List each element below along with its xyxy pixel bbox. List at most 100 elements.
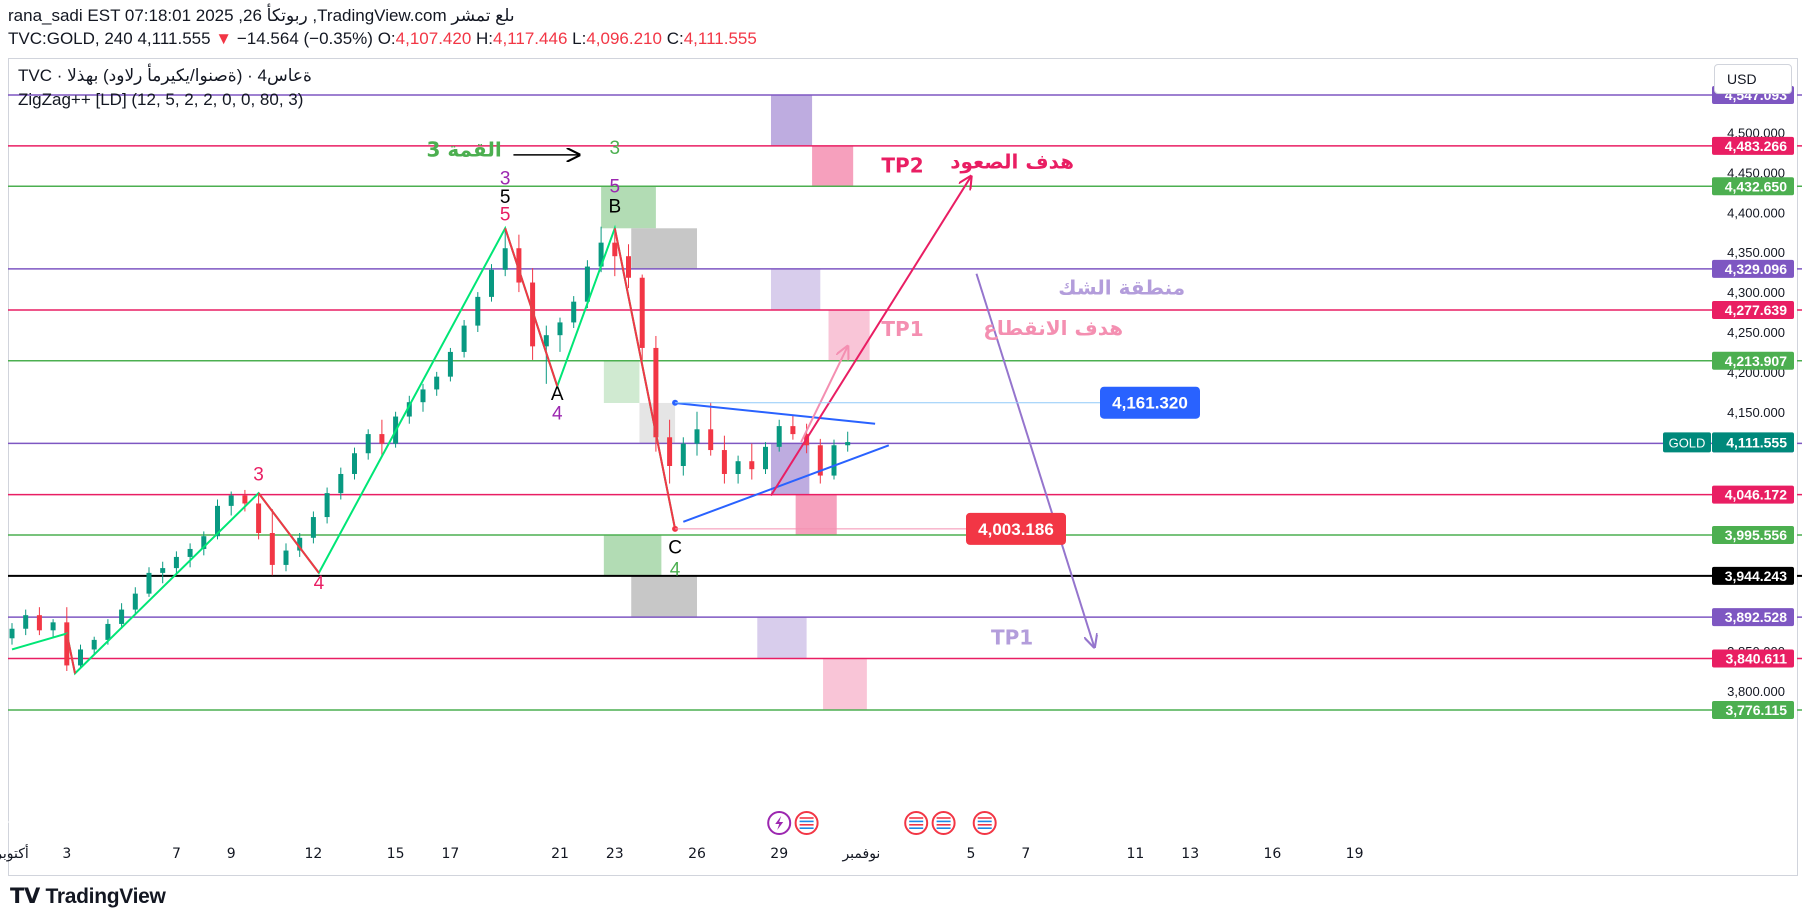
zone-box: [823, 659, 867, 711]
candle-body: [132, 593, 138, 610]
candle-body: [489, 269, 494, 297]
pivot-label: 4: [552, 404, 563, 425]
candle-body: [36, 615, 42, 631]
zone-box: [603, 361, 640, 403]
chart-frame[interactable]: [8, 58, 1798, 876]
y-tick-label: 4,450.000: [1727, 165, 1785, 180]
level-price-tag: [1712, 701, 1794, 719]
candle-body: [105, 623, 111, 640]
x-tick-label: 3: [62, 846, 71, 862]
trend-line: [674, 401, 876, 425]
candle-body: [338, 473, 344, 494]
candle-body: [420, 389, 426, 403]
candle-body: [584, 266, 590, 302]
pivot-label: 3: [610, 138, 621, 159]
level-price-label: 4,277.639: [1725, 302, 1787, 318]
pivot-label: 5: [500, 187, 511, 208]
x-tick-label: 26: [688, 846, 706, 862]
candle-body: [406, 402, 412, 417]
candle-body: [831, 445, 837, 476]
x-tick-label: نوفمبر: [841, 846, 880, 862]
candle-body: [516, 248, 522, 283]
candle-body: [639, 277, 645, 348]
time-axis: [9, 822, 1797, 874]
candle-body: [78, 649, 83, 666]
level-price-tag: [1712, 136, 1794, 155]
level-price-label: 4,329.096: [1725, 261, 1787, 277]
pivot-label: B: [608, 196, 621, 217]
candle-body: [557, 322, 563, 336]
level-price-tag: [1712, 177, 1794, 196]
price-callout-label: 4,161.320: [1112, 394, 1188, 413]
candle-body: [173, 556, 179, 569]
candle-body: [721, 450, 727, 474]
candle-body: [763, 446, 768, 470]
low-label: L:: [572, 29, 587, 48]
pivot-label: C: [668, 538, 682, 559]
level-price-label: 4,046.172: [1725, 487, 1787, 503]
currency-button[interactable]: USD: [1714, 64, 1792, 94]
price-callout-label: 4,003.186: [978, 520, 1054, 539]
price-callout-box: [966, 512, 1066, 545]
candle-body: [694, 429, 700, 444]
y-tick-label: 4,500.000: [1727, 126, 1785, 141]
candle-body: [612, 242, 618, 257]
candle-body: [283, 550, 289, 565]
candle-body: [626, 256, 631, 278]
zone-box: [601, 186, 656, 229]
chart-header-snapshot: rana_sadi EST 07:18:01 2025 ,26 ربوتكأ ,…: [8, 6, 515, 25]
zigzag-down-leg: [257, 492, 320, 574]
pivot-label: 5: [500, 204, 511, 225]
level-price-label: 4,483.266: [1725, 138, 1787, 154]
candle-body: [242, 495, 248, 504]
candle-body: [653, 347, 659, 438]
x-tick-label: أكتوبر: [0, 844, 29, 862]
candle-body: [91, 639, 97, 650]
level-price-tag: [1712, 485, 1794, 504]
level-price-tag: [1712, 608, 1794, 627]
level-price-tag: [1712, 300, 1794, 319]
high-label: H:: [476, 29, 494, 48]
candle-body: [324, 493, 330, 518]
x-tick-label: 19: [1346, 846, 1364, 862]
candle-body: [461, 325, 467, 352]
annotation-label: هدف الصعود: [950, 149, 1074, 173]
tradingview-logo[interactable]: 𝗧𝗩 TradingView: [10, 884, 166, 909]
level-price-label: 3,892.528: [1725, 609, 1787, 625]
candle-body: [502, 248, 508, 270]
event-flag-icon: [904, 811, 929, 835]
symbol: TVC:GOLD, 240: [8, 29, 133, 48]
open-label: O:: [377, 29, 396, 48]
x-tick-label: 9: [227, 846, 236, 862]
level-price-tag: [1712, 566, 1794, 585]
candle-body: [776, 426, 782, 447]
candle-body: [352, 453, 357, 474]
level-price-label: 4,213.907: [1725, 353, 1787, 369]
zigzag-down-leg: [65, 633, 76, 674]
candle-body: [297, 537, 303, 551]
low-value: 4,096.210: [586, 29, 662, 48]
candle-body: [543, 335, 549, 347]
candle-body: [256, 503, 262, 534]
current-price-label: 4,111.555: [1726, 434, 1787, 450]
candle-body: [23, 615, 29, 629]
candle-body: [215, 505, 220, 537]
candle-body: [735, 461, 741, 474]
level-price-label: 3,944.243: [1725, 568, 1787, 584]
price-change: −14.564 (−0.35%): [236, 29, 373, 48]
high-value: 4,117.446: [493, 29, 568, 48]
candle-body: [201, 536, 207, 549]
x-tick-label: 13: [1181, 846, 1199, 862]
candle-body: [379, 434, 385, 444]
open-value: 4,107.420: [395, 29, 472, 48]
current-price-tag: [1712, 432, 1794, 453]
close-label: C:: [666, 29, 684, 48]
y-tick-label: 3,800.000: [1727, 684, 1785, 699]
candle-body: [228, 495, 234, 506]
candle-body: [571, 301, 577, 323]
last-price: 4,111.555: [137, 29, 211, 48]
symbol-tag: [1663, 432, 1711, 453]
series-legend[interactable]: TVC · ةعاس4 · (ةصنوا/يكيرمأ رلاود) بهذلا: [18, 66, 312, 85]
indicator-legend[interactable]: ZigZag++ [LD] (12, 5, 2, 2, 0, 0, 80, 3): [18, 90, 304, 109]
